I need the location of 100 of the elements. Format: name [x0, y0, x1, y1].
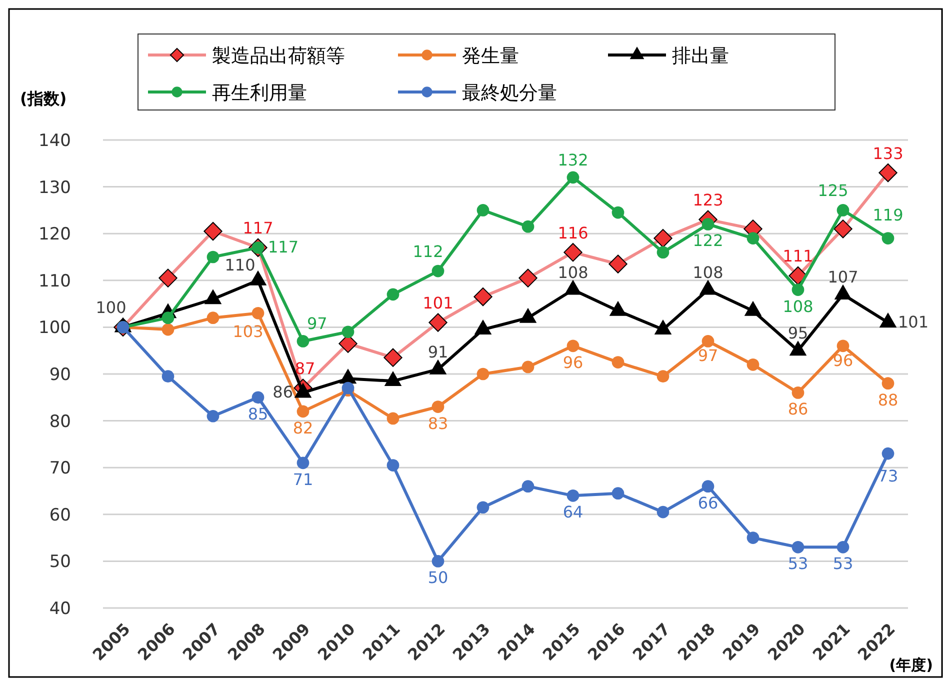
point — [746, 532, 760, 544]
data-label: 110 — [224, 255, 256, 274]
point — [566, 340, 580, 352]
data-label: 117 — [268, 238, 299, 257]
point — [834, 220, 852, 238]
point — [656, 370, 670, 383]
point — [702, 218, 714, 230]
point — [428, 313, 448, 332]
data-label: 66 — [698, 493, 718, 512]
data-label: 108 — [782, 296, 814, 316]
data-label: 96 — [832, 350, 854, 370]
point — [522, 360, 534, 374]
point — [162, 312, 174, 324]
point — [476, 204, 490, 216]
point — [252, 391, 264, 404]
point — [882, 232, 894, 244]
legend-label: 排出量 — [672, 45, 729, 67]
point — [206, 410, 220, 422]
point — [882, 377, 894, 390]
data-label: 108 — [558, 262, 588, 282]
point — [566, 171, 580, 184]
data-label: 88 — [878, 390, 898, 410]
y-axis-title: (指数) — [20, 89, 67, 108]
point — [522, 480, 534, 492]
data-label: 86 — [272, 382, 293, 402]
point — [836, 204, 850, 216]
point — [612, 487, 624, 500]
data-label: 96 — [562, 352, 584, 372]
point — [162, 370, 174, 383]
y-tick-label: 90 — [49, 365, 71, 385]
point — [342, 382, 354, 394]
point — [882, 447, 894, 460]
data-label: 123 — [692, 190, 724, 210]
data-label: 97 — [307, 314, 328, 334]
data-label: 133 — [872, 144, 904, 163]
legend-label: 再生利用量 — [212, 82, 307, 104]
point — [564, 242, 582, 262]
data-label: 125 — [818, 181, 848, 200]
data-label: 111 — [782, 246, 814, 266]
point — [384, 348, 402, 367]
point — [386, 459, 400, 472]
data-label: 112 — [412, 242, 444, 262]
point — [476, 501, 490, 514]
point — [656, 506, 670, 518]
point — [878, 163, 898, 182]
x-axis-title: (年度) — [889, 656, 933, 674]
point — [792, 386, 804, 399]
point — [746, 232, 760, 244]
point — [206, 250, 220, 264]
data-label: 53 — [788, 554, 808, 574]
data-label: 101 — [898, 312, 929, 332]
point — [566, 490, 580, 502]
data-label: 86 — [788, 400, 808, 419]
y-tick-label: 130 — [38, 178, 71, 198]
point — [612, 356, 624, 368]
point — [296, 335, 310, 348]
data-label: 64 — [562, 502, 584, 522]
point — [386, 412, 400, 425]
data-label: 132 — [558, 150, 588, 170]
y-tick-label: 60 — [49, 505, 71, 526]
y-tick-label: 110 — [38, 271, 71, 292]
y-tick-label: 120 — [38, 224, 71, 245]
legend-label: 発生量 — [462, 45, 519, 67]
point — [204, 222, 222, 241]
point — [792, 284, 804, 296]
point — [206, 312, 220, 324]
data-label: 119 — [872, 205, 904, 224]
point — [342, 326, 354, 338]
data-label: 71 — [292, 470, 314, 489]
point — [432, 264, 444, 278]
point — [702, 335, 714, 348]
data-label: 83 — [428, 414, 448, 433]
data-label: 100 — [96, 298, 126, 318]
y-tick-label: 100 — [38, 318, 71, 338]
point — [656, 246, 670, 258]
data-label: 108 — [692, 262, 724, 282]
y-tick-label: 70 — [49, 458, 71, 479]
data-label: 95 — [788, 324, 808, 343]
point — [476, 368, 490, 380]
data-label: 101 — [422, 294, 454, 313]
point — [836, 340, 850, 352]
y-tick-label: 40 — [49, 599, 71, 619]
data-label: 82 — [292, 418, 314, 438]
data-label: 91 — [428, 342, 448, 362]
point — [386, 288, 400, 301]
data-label: 85 — [248, 404, 268, 424]
point — [296, 456, 310, 470]
data-label: 103 — [232, 322, 264, 342]
point — [296, 405, 310, 418]
data-label: 53 — [832, 554, 854, 574]
data-label: 107 — [828, 267, 858, 286]
point — [432, 400, 444, 413]
point — [432, 555, 444, 568]
point — [518, 268, 538, 288]
point — [162, 323, 174, 336]
point — [474, 287, 492, 306]
data-label: 50 — [428, 568, 448, 588]
point — [612, 206, 624, 219]
data-label: 117 — [242, 218, 274, 238]
point — [746, 358, 760, 371]
